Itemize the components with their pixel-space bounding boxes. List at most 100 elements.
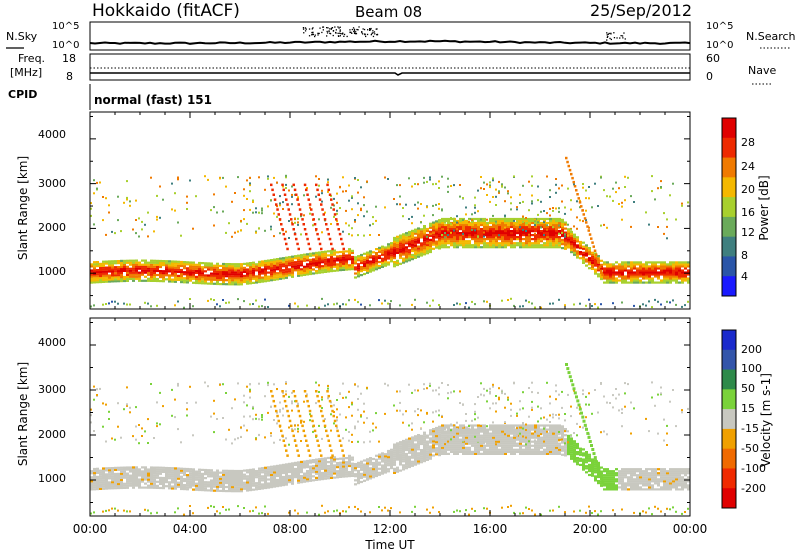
power-cell [633,263,636,266]
power-cell [96,269,99,272]
power-cell [498,223,501,227]
power-cell [495,246,498,249]
velocity-cell [141,486,144,489]
power-cell [201,276,204,279]
power-cell [111,260,114,263]
nave-label: Nave [748,64,776,77]
power-cell [309,264,312,267]
power-cell [123,259,126,262]
power-cbar-label: Power [dB] [757,175,771,240]
velocity-cell [147,484,150,487]
velocity-cell [210,479,213,482]
power-cell [447,230,450,233]
power-cell [366,269,369,272]
power-cell [459,225,462,229]
velocity-cell [474,446,477,449]
power-cell [540,221,543,225]
power-cell [588,259,591,262]
power-cell [408,243,411,246]
power-cell [423,181,425,184]
power-cell [204,264,207,267]
velocity-cell [390,462,393,466]
power-cell [249,208,251,211]
velocity-cell [222,417,224,419]
velocity-cell [336,476,339,479]
power-cell [543,225,546,229]
power-cell [522,215,524,218]
power-cell [483,242,486,245]
power-cell [345,209,347,212]
power-cell [189,269,192,272]
power-cell [219,283,222,286]
power-cell [549,246,552,249]
power-cell [357,263,360,266]
power-cell [513,228,516,231]
power-cell [660,279,663,282]
velocity-cell [246,483,249,486]
velocity-cell [327,473,330,476]
velocity-cell [399,463,402,466]
power-cell [423,225,426,228]
velocity-cell [297,467,300,470]
power-cell [264,280,267,283]
power-cell [522,246,525,249]
power-cell [294,302,296,305]
power-cell [447,228,449,231]
power-cell [489,225,492,229]
velocity-cell [318,424,320,427]
power-cell [339,185,341,188]
power-cell [321,271,324,274]
velocity-cell [465,438,468,441]
power-cell [195,265,198,268]
power-cell [360,261,363,265]
power-cell [357,275,360,278]
power-cell [453,246,456,249]
power-cell [310,208,313,211]
power-cell [528,238,531,241]
velocity-cell [201,487,204,490]
velocity-cell [144,474,147,477]
power-cell [117,270,120,273]
power-cell [429,178,431,181]
velocity-cell [321,461,324,464]
velocity-cell [201,489,204,492]
power-cell [323,218,327,221]
power-cell [447,240,450,243]
power-cell [286,203,289,206]
velocity-cell [105,475,108,478]
power-cell [339,269,342,272]
velocity-cell [216,510,218,513]
power-cell [330,268,333,271]
velocity-cell [249,472,252,475]
velocity-cell [225,473,228,476]
power-cell [201,270,204,273]
power-cell [519,202,521,204]
power-cell [462,219,464,221]
power-cell [612,277,615,280]
velocity-cell [423,455,426,459]
power-cell [117,280,120,283]
power-cell [642,273,645,276]
power-cell [429,224,432,227]
power-cell [338,232,342,236]
velocity-cell [105,440,107,443]
power-cell [678,281,681,284]
power-cell [316,232,319,236]
power-cell [651,279,654,282]
power-cell [465,246,468,249]
power-cell [366,259,369,262]
velocity-cell [306,461,309,465]
velocity-cell [345,396,347,399]
velocity-cell [255,488,258,491]
velocity-cell [402,452,405,455]
velocity-cell [393,471,396,474]
power-cell [471,213,473,216]
velocity-cell [402,458,405,461]
power-cell [483,217,486,221]
power-cell [504,244,507,247]
noise-search-point [304,27,307,29]
velocity-cell [249,396,251,399]
power-cell [360,253,363,257]
velocity-cell [219,485,222,488]
velocity-cell [294,463,297,466]
